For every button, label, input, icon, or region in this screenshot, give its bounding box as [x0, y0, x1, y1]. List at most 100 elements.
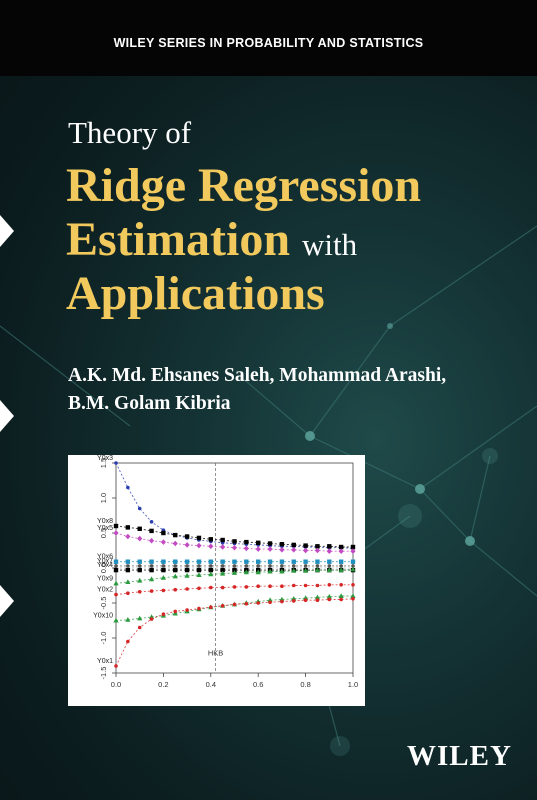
data-point: [220, 567, 225, 573]
data-point: [148, 537, 155, 544]
data-point: [113, 580, 119, 586]
data-point: [315, 559, 320, 564]
data-point: [114, 664, 118, 668]
data-point: [184, 534, 190, 539]
data-point: [220, 604, 225, 608]
data-point: [256, 584, 260, 588]
authors-line-2: B.M. Golam Kibria: [68, 393, 231, 414]
data-point: [149, 520, 154, 524]
data-point: [185, 587, 189, 591]
data-point: [232, 585, 237, 589]
data-point: [291, 583, 296, 588]
data-point: [291, 596, 297, 601]
data-point: [350, 559, 356, 564]
data-point: [113, 617, 119, 623]
data-point: [125, 567, 131, 573]
data-point: [172, 540, 178, 547]
data-point: [339, 564, 343, 568]
data-point: [267, 546, 273, 552]
data-point: [291, 564, 296, 568]
y-tick-label: 0.0: [99, 563, 108, 573]
series-band: [0, 0, 537, 76]
data-point: [267, 568, 273, 574]
data-point: [197, 586, 201, 591]
data-point: [268, 600, 272, 605]
data-point: [350, 593, 356, 598]
title-line-3-suffix: with: [302, 227, 358, 262]
data-point: [137, 590, 142, 594]
x-tick-label: 0.8: [300, 680, 310, 689]
data-point: [113, 530, 119, 536]
data-point: [208, 571, 214, 577]
data-point: [185, 608, 189, 612]
data-point: [137, 506, 142, 511]
data-point: [126, 564, 130, 568]
data-point: [256, 601, 260, 605]
data-point: [244, 539, 249, 545]
data-point: [327, 597, 332, 602]
data-point: [280, 564, 284, 568]
data-point: [338, 544, 344, 550]
data-point: [303, 568, 309, 573]
data-point: [197, 606, 201, 611]
network-background: [0, 225, 537, 756]
data-point: [160, 575, 166, 580]
data-point: [314, 594, 321, 600]
title-line-1: Theory of: [68, 115, 192, 150]
data-point: [220, 559, 225, 564]
data-point: [303, 583, 308, 588]
data-point: [303, 595, 309, 601]
data-point: [303, 547, 309, 554]
data-point: [209, 585, 213, 590]
cover-notch: [0, 585, 14, 617]
series-line: [115, 462, 354, 549]
data-point: [232, 602, 237, 607]
series-line: [115, 532, 353, 552]
data-point: [279, 568, 285, 574]
data-point: [244, 564, 249, 568]
publisher-logo: WILEY: [407, 740, 512, 772]
data-point: [137, 535, 143, 542]
data-point: [326, 567, 332, 573]
data-point: [244, 601, 249, 606]
data-point: [268, 584, 272, 588]
data-point: [114, 461, 118, 465]
y-tick-label: 1.0: [99, 493, 108, 503]
data-point: [160, 539, 166, 545]
data-point: [173, 532, 178, 538]
data-point: [184, 559, 190, 564]
data-point: [137, 567, 142, 573]
cover-notch: [0, 215, 14, 247]
data-point: [291, 568, 297, 573]
series-title: WILEY SERIES IN PROBABILITY AND STATISTI…: [113, 36, 424, 50]
data-point: [255, 546, 261, 552]
data-point: [327, 559, 332, 564]
y-tick-label: 0.5: [99, 528, 108, 538]
series-label: Y0x10: [93, 613, 113, 620]
data-point: [196, 559, 202, 564]
data-point: [315, 544, 320, 549]
data-point: [125, 559, 131, 564]
data-point: [280, 584, 284, 588]
series-line: [115, 584, 353, 596]
data-point: [125, 579, 131, 584]
data-point: [161, 530, 166, 536]
data-point: [185, 564, 189, 568]
data-point: [113, 559, 119, 564]
ridge-trace-chart: -1.5 -1.0 -0.5 0.0 0.5 1.0 1.5 0.0 0.2 0.4 0.6 0.8 1…: [93, 455, 358, 689]
data-point: [243, 569, 249, 575]
series-label: Y0x9: [97, 575, 113, 582]
data-point: [220, 570, 226, 576]
data-point: [161, 567, 166, 573]
title-line-3: Estimation with: [66, 212, 357, 267]
data-point: [196, 572, 202, 577]
data-point: [126, 485, 130, 490]
data-point: [137, 615, 143, 621]
data-point: [338, 548, 344, 554]
data-point: [315, 598, 320, 602]
data-point: [209, 564, 213, 568]
data-point: [327, 544, 332, 549]
data-point: [232, 567, 237, 573]
data-point: [184, 567, 190, 573]
data-point: [267, 541, 273, 546]
